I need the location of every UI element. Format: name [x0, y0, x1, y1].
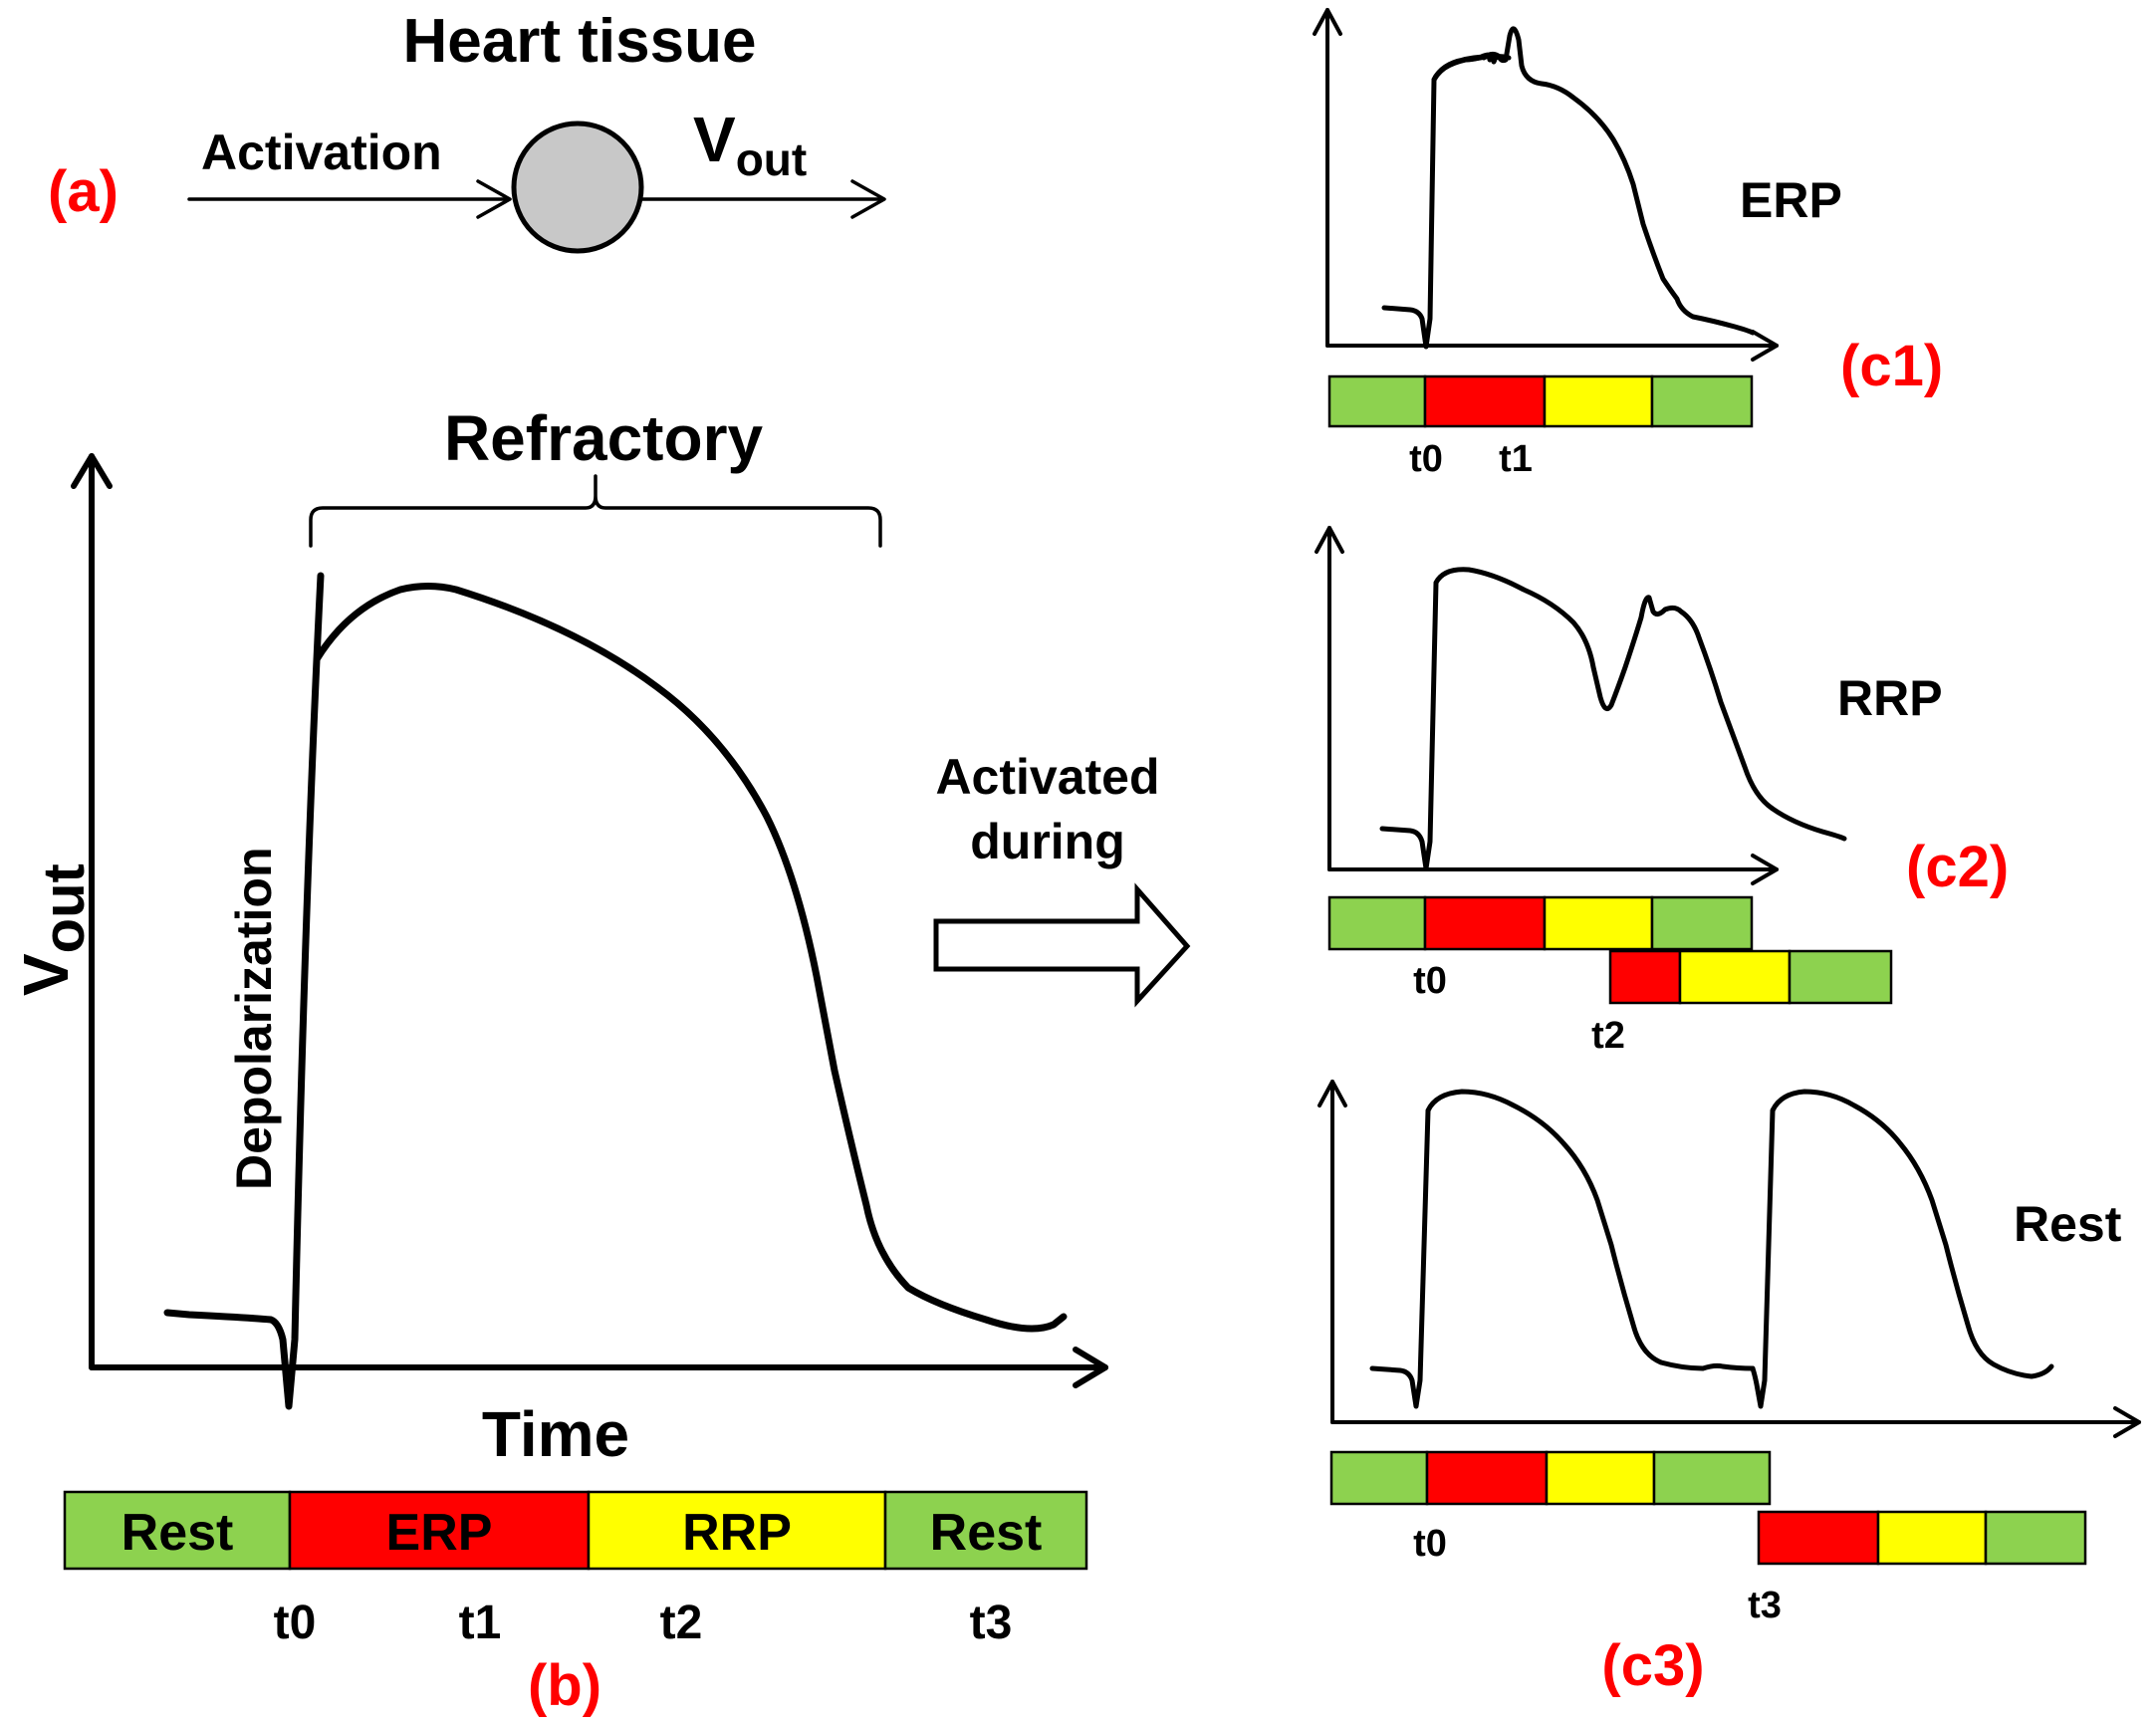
b-x-label: Time	[482, 1398, 629, 1470]
c3-phase2-rrp	[1876, 1510, 1988, 1566]
c2-tick-t2: t2	[1591, 1015, 1625, 1057]
c2-phase-bar-1	[1327, 895, 1754, 951]
b-phase-label-rest-1: Rest	[121, 1504, 234, 1562]
c3-phase-rest-1	[1329, 1450, 1429, 1506]
c1-y-arrowhead	[1313, 8, 1342, 36]
c3-tick-t3: t3	[1748, 1585, 1782, 1626]
c3-tick-t0: t0	[1413, 1523, 1447, 1565]
panel-a-label: (a)	[48, 159, 119, 224]
c3-phase-bar-1	[1329, 1450, 1772, 1506]
c3-x-arrowhead	[2113, 1406, 2141, 1438]
c3-phase-erp	[1425, 1450, 1549, 1506]
c2-curve	[1379, 567, 1847, 871]
b-action-potential-curve	[163, 572, 1068, 1410]
c3-phase-rrp	[1545, 1450, 1656, 1506]
b-tick-t3: t3	[970, 1597, 1013, 1649]
c3-case-label: Rest	[2014, 1196, 2122, 1252]
c2-phase-rest-1	[1327, 895, 1427, 951]
c3-phase-rest-2	[1652, 1450, 1772, 1506]
refractory-label: Refractory	[444, 402, 764, 474]
c2-phase-rest-2	[1650, 895, 1754, 951]
c1-tick-t1: t1	[1499, 438, 1533, 480]
c2-phase2-rrp	[1678, 949, 1792, 1005]
panel-c2-label: (c2)	[1906, 835, 2009, 899]
c3-curve-1	[1369, 1089, 1756, 1409]
c1-tick-t0: t0	[1409, 438, 1443, 480]
panel-a: (a) Heart tissue Activation Vout	[48, 7, 886, 254]
activation-arrowhead	[476, 179, 512, 219]
c1-phase-rest-2	[1650, 374, 1754, 428]
c1-phase-bar	[1327, 374, 1754, 428]
c3-y-arrowhead	[1318, 1080, 1347, 1107]
heart-tissue-node	[511, 121, 644, 254]
depolarization-label: Depolarization	[226, 848, 282, 1190]
b-phase-bar: Rest ERP RRP Rest	[63, 1490, 1088, 1571]
b-phase-label-erp: ERP	[386, 1504, 493, 1562]
c2-x-arrowhead	[1751, 854, 1779, 885]
c2-phase-rrp	[1543, 895, 1654, 951]
b-phase-label-rrp: RRP	[682, 1504, 792, 1562]
c1-case-label: ERP	[1740, 172, 1842, 228]
b-tick-t0: t0	[274, 1597, 317, 1649]
b-phase-erp	[288, 1490, 591, 1571]
b-phase-rest-2	[883, 1490, 1088, 1571]
panel-b-label: (b)	[528, 1653, 601, 1718]
activated-label: Activated	[935, 749, 1159, 805]
panel-b: Vout Time Depolarization Refractory Rest…	[10, 402, 1108, 1718]
b-phase-rest-1	[63, 1490, 292, 1571]
c3-phase2-rest	[1984, 1510, 2087, 1566]
c1-x-arrowhead	[1751, 330, 1779, 362]
b-y-axis-arrowhead	[71, 453, 113, 489]
b-y-label: Vout	[10, 863, 97, 996]
during-label: during	[970, 814, 1125, 869]
c2-y-arrowhead	[1315, 526, 1344, 554]
panel-c2: t0 t2 RRP (c2)	[1315, 526, 2009, 1057]
c2-phase2-erp	[1608, 949, 1682, 1005]
c1-curve	[1381, 51, 1512, 350]
heart-tissue-title: Heart tissue	[403, 7, 757, 76]
b-phase-label-rest-2: Rest	[930, 1504, 1043, 1562]
c1-phase-rrp	[1543, 374, 1654, 428]
c1-curve-main	[1431, 26, 1756, 336]
b-tick-t1: t1	[459, 1597, 502, 1649]
c3-phase-bar-2	[1757, 1510, 2087, 1566]
c2-tick-t0: t0	[1413, 960, 1447, 1002]
b-x-axis-arrowhead	[1073, 1347, 1108, 1388]
c1-phase-rest-1	[1327, 374, 1427, 428]
panel-c3-label: (c3)	[1601, 1633, 1704, 1698]
c2-phase-bar-2	[1608, 949, 1893, 1005]
transition: Activated during	[933, 749, 1191, 1008]
refractory-bracket	[309, 474, 882, 548]
panel-c1: t0 t1 ERP (c1)	[1313, 8, 1943, 480]
c3-phase2-erp	[1757, 1510, 1880, 1566]
vout-label: Vout	[693, 104, 807, 185]
vout-arrowhead	[850, 179, 886, 219]
panel-c1-label: (c1)	[1840, 334, 1943, 398]
c2-phase-erp	[1423, 895, 1547, 951]
panel-c3: t0 t3 Rest (c3)	[1318, 1080, 2141, 1698]
c2-case-label: RRP	[1837, 670, 1943, 726]
c1-phase-erp	[1423, 374, 1547, 428]
block-arrow	[933, 882, 1191, 1008]
c3-curve-2	[1750, 1089, 2054, 1409]
activation-label: Activation	[201, 124, 442, 180]
b-tick-t2: t2	[660, 1597, 703, 1649]
c2-phase2-rest	[1788, 949, 1893, 1005]
